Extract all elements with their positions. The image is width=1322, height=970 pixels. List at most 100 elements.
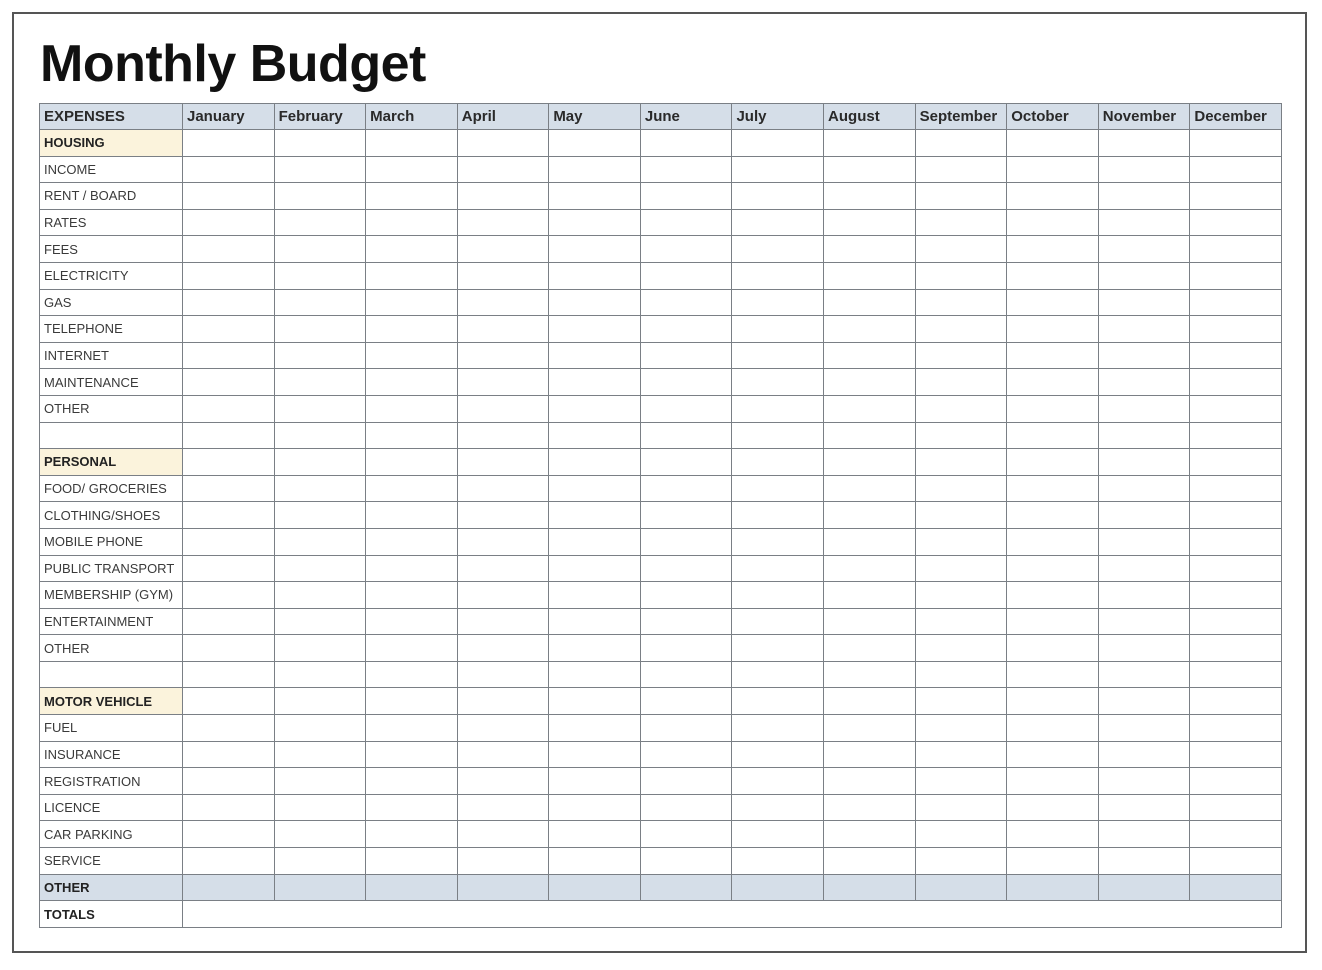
cell-may[interactable] <box>548 315 641 343</box>
cell-july[interactable] <box>731 607 825 636</box>
cell-april[interactable] <box>456 820 550 849</box>
cell-march[interactable] <box>365 634 458 662</box>
cell-september[interactable] <box>914 740 1008 769</box>
cell-november[interactable] <box>1097 474 1191 503</box>
cell-february[interactable] <box>273 527 367 556</box>
cell-july[interactable] <box>731 448 825 476</box>
cell-february[interactable] <box>273 501 367 529</box>
cell-december[interactable] <box>1189 660 1282 689</box>
cell-may[interactable] <box>548 129 641 157</box>
cell-november[interactable] <box>1097 527 1191 556</box>
cell-february[interactable] <box>273 182 367 210</box>
cell-october[interactable] <box>1006 714 1099 742</box>
cell-december[interactable] <box>1189 129 1282 157</box>
cell-september[interactable] <box>914 129 1008 157</box>
cell-april[interactable] <box>456 767 550 795</box>
cell-march[interactable] <box>365 448 458 476</box>
cell-august[interactable] <box>823 581 916 609</box>
cell-september[interactable] <box>914 527 1008 556</box>
cell-august[interactable] <box>823 474 916 503</box>
cell-november[interactable] <box>1097 767 1191 795</box>
cell-february[interactable] <box>273 368 367 396</box>
cell-july[interactable] <box>731 208 825 237</box>
cell-january[interactable] <box>182 368 275 396</box>
cell-april[interactable] <box>456 873 550 902</box>
cell-june[interactable] <box>639 208 733 237</box>
cell-october[interactable] <box>1006 740 1099 769</box>
cell-june[interactable] <box>639 527 733 556</box>
cell-may[interactable] <box>548 634 641 662</box>
cell-september[interactable] <box>914 182 1008 210</box>
cell-june[interactable] <box>639 820 733 849</box>
cell-june[interactable] <box>639 581 733 609</box>
cell-july[interactable] <box>731 182 825 210</box>
cell-august[interactable] <box>823 182 916 210</box>
cell-january[interactable] <box>182 129 275 157</box>
cell-september[interactable] <box>914 474 1008 503</box>
cell-july[interactable] <box>731 235 825 263</box>
cell-july[interactable] <box>731 288 825 317</box>
cell-may[interactable] <box>548 208 641 237</box>
cell-december[interactable] <box>1189 394 1282 423</box>
cell-may[interactable] <box>548 155 641 184</box>
cell-october[interactable] <box>1006 660 1099 689</box>
cell-november[interactable] <box>1097 315 1191 343</box>
cell-september[interactable] <box>914 208 1008 237</box>
cell-september[interactable] <box>914 368 1008 396</box>
cell-may[interactable] <box>548 421 641 450</box>
cell-january[interactable] <box>182 394 275 423</box>
cell-june[interactable] <box>639 767 733 795</box>
cell-october[interactable] <box>1006 208 1099 237</box>
cell-january[interactable] <box>182 261 275 290</box>
cell-january[interactable] <box>182 740 275 769</box>
cell-august[interactable] <box>823 368 916 396</box>
cell-november[interactable] <box>1097 607 1191 636</box>
cell-january[interactable] <box>182 634 275 662</box>
cell-june[interactable] <box>639 501 733 529</box>
cell-october[interactable] <box>1006 501 1099 529</box>
cell-january[interactable] <box>182 793 275 822</box>
cell-january[interactable] <box>182 421 275 450</box>
cell-july[interactable] <box>731 129 825 157</box>
cell-march[interactable] <box>365 341 458 370</box>
cell-may[interactable] <box>548 687 641 716</box>
cell-december[interactable] <box>1189 847 1282 875</box>
cell-may[interactable] <box>548 581 641 609</box>
cell-february[interactable] <box>273 288 367 317</box>
cell-march[interactable] <box>365 501 458 529</box>
cell-june[interactable] <box>639 288 733 317</box>
cell-may[interactable] <box>548 820 641 849</box>
cell-august[interactable] <box>823 421 916 450</box>
cell-december[interactable] <box>1189 714 1282 742</box>
cell-july[interactable] <box>731 714 825 742</box>
cell-december[interactable] <box>1189 155 1282 184</box>
cell-march[interactable] <box>365 767 458 795</box>
cell-may[interactable] <box>548 847 641 875</box>
cell-may[interactable] <box>548 341 641 370</box>
cell-april[interactable] <box>456 288 550 317</box>
cell-june[interactable] <box>639 607 733 636</box>
cell-august[interactable] <box>823 660 916 689</box>
cell-january[interactable] <box>182 501 275 529</box>
cell-december[interactable] <box>1189 767 1282 795</box>
cell-october[interactable] <box>1006 634 1099 662</box>
cell-august[interactable] <box>823 527 916 556</box>
cell-october[interactable] <box>1006 235 1099 263</box>
cell-january[interactable] <box>182 847 275 875</box>
cell-february[interactable] <box>273 581 367 609</box>
cell-december[interactable] <box>1189 341 1282 370</box>
cell-january[interactable] <box>182 288 275 317</box>
cell-april[interactable] <box>456 182 550 210</box>
cell-august[interactable] <box>823 714 916 742</box>
cell-march[interactable] <box>365 208 458 237</box>
cell-june[interactable] <box>639 873 733 902</box>
cell-february[interactable] <box>273 315 367 343</box>
cell-april[interactable] <box>456 474 550 503</box>
cell-november[interactable] <box>1097 421 1191 450</box>
cell-september[interactable] <box>914 714 1008 742</box>
cell-july[interactable] <box>731 554 825 583</box>
cell-august[interactable] <box>823 261 916 290</box>
cell-january[interactable] <box>182 474 275 503</box>
cell-june[interactable] <box>639 687 733 716</box>
cell-march[interactable] <box>365 687 458 716</box>
